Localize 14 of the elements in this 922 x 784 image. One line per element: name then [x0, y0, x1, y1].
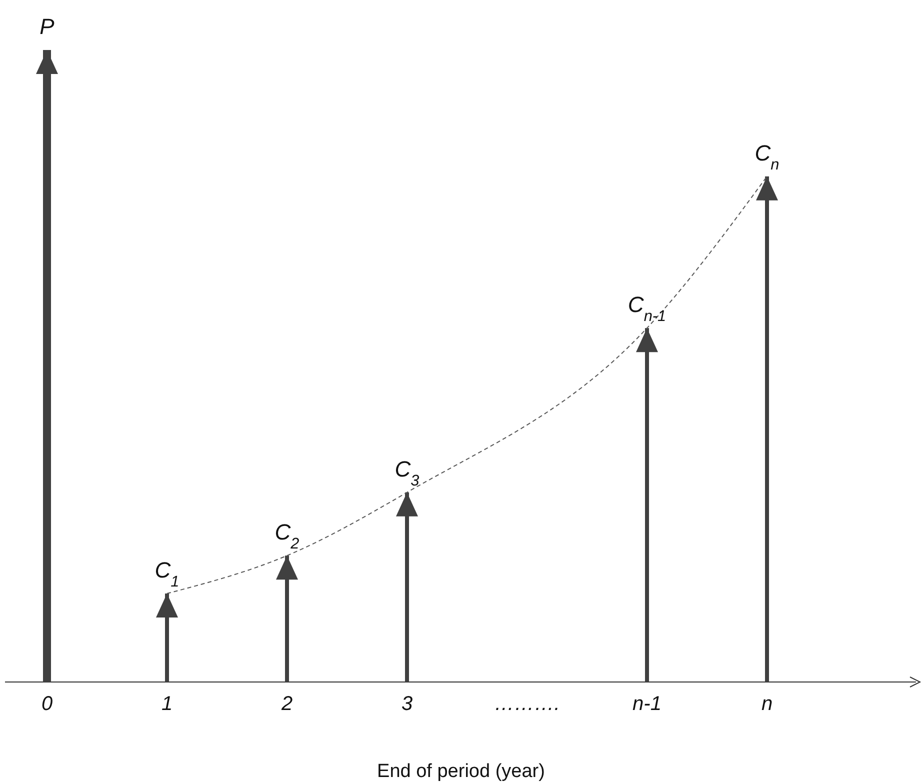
- x-tick-label: 1: [161, 693, 173, 716]
- annotation: C$_{2}$: [274, 520, 300, 552]
- x-tick-label: 2: [280, 693, 293, 716]
- x-axis-title: End of period (year): [377, 761, 545, 782]
- annotation: C$_{n}$: [754, 140, 780, 173]
- x-tick-label: 3: [401, 693, 413, 716]
- x-tick-label: n: [761, 693, 773, 716]
- annotation: C$_{n-1}$: [628, 292, 666, 325]
- annotation: C$_{1}$: [154, 558, 180, 590]
- annotation: C$_{3}$: [394, 456, 420, 489]
- annotation: P: [40, 14, 55, 39]
- x-tick-label: ……….: [494, 693, 560, 716]
- x-tick-label: 0: [41, 693, 53, 716]
- x-tick-label: n-1: [632, 693, 662, 716]
